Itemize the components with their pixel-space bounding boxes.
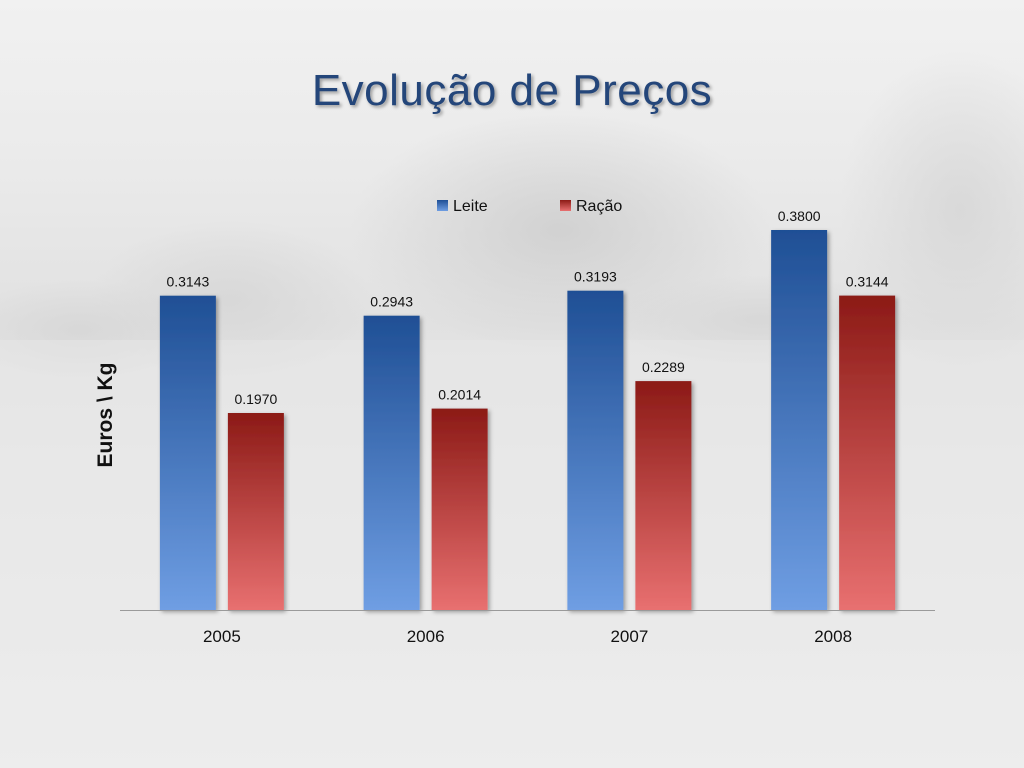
- legend-swatch-leite: [437, 200, 448, 211]
- bar-leite-2006: [363, 315, 420, 610]
- bar-racao-2005: [227, 413, 284, 610]
- value-label-leite-2008: 0.3800: [778, 208, 821, 224]
- bar-leite-2007: [567, 290, 624, 610]
- value-label-leite-2005: 0.3143: [166, 274, 209, 290]
- bar-racao-2008: [839, 295, 896, 610]
- x-tick-labels: 2005 2006 2007 2008: [203, 627, 852, 646]
- bar-leite-2005: [159, 295, 216, 610]
- x-tick-2006: 2006: [407, 627, 445, 646]
- bar-leite-2008: [771, 230, 828, 610]
- slide-title: Evolução de Preços: [311, 66, 713, 115]
- y-axis-label: Euros \ Kg: [94, 362, 117, 467]
- value-label-racao-2005: 0.1970: [234, 391, 277, 407]
- x-tick-2007: 2007: [610, 627, 648, 646]
- bar-racao-2006: [431, 408, 488, 610]
- legend-label-leite: Leite: [453, 198, 488, 215]
- x-tick-2008: 2008: [814, 627, 852, 646]
- value-labels: 0.3143 0.1970 0.2943 0.2014 0.3193 0.2289 0.38…: [166, 208, 888, 407]
- legend-label-racao: Ração: [576, 198, 622, 215]
- value-label-racao-2008: 0.3144: [846, 274, 889, 290]
- value-label-leite-2007: 0.3193: [574, 269, 617, 285]
- value-label-leite-2006: 0.2943: [370, 294, 413, 310]
- value-label-racao-2007: 0.2289: [642, 359, 685, 375]
- legend-swatch-racao: [560, 200, 571, 211]
- x-tick-2005: 2005: [203, 627, 241, 646]
- bar-racao-2007: [635, 381, 692, 610]
- value-label-racao-2006: 0.2014: [438, 387, 481, 403]
- bars-layer: [159, 230, 896, 610]
- legend: Leite Ração: [437, 198, 622, 215]
